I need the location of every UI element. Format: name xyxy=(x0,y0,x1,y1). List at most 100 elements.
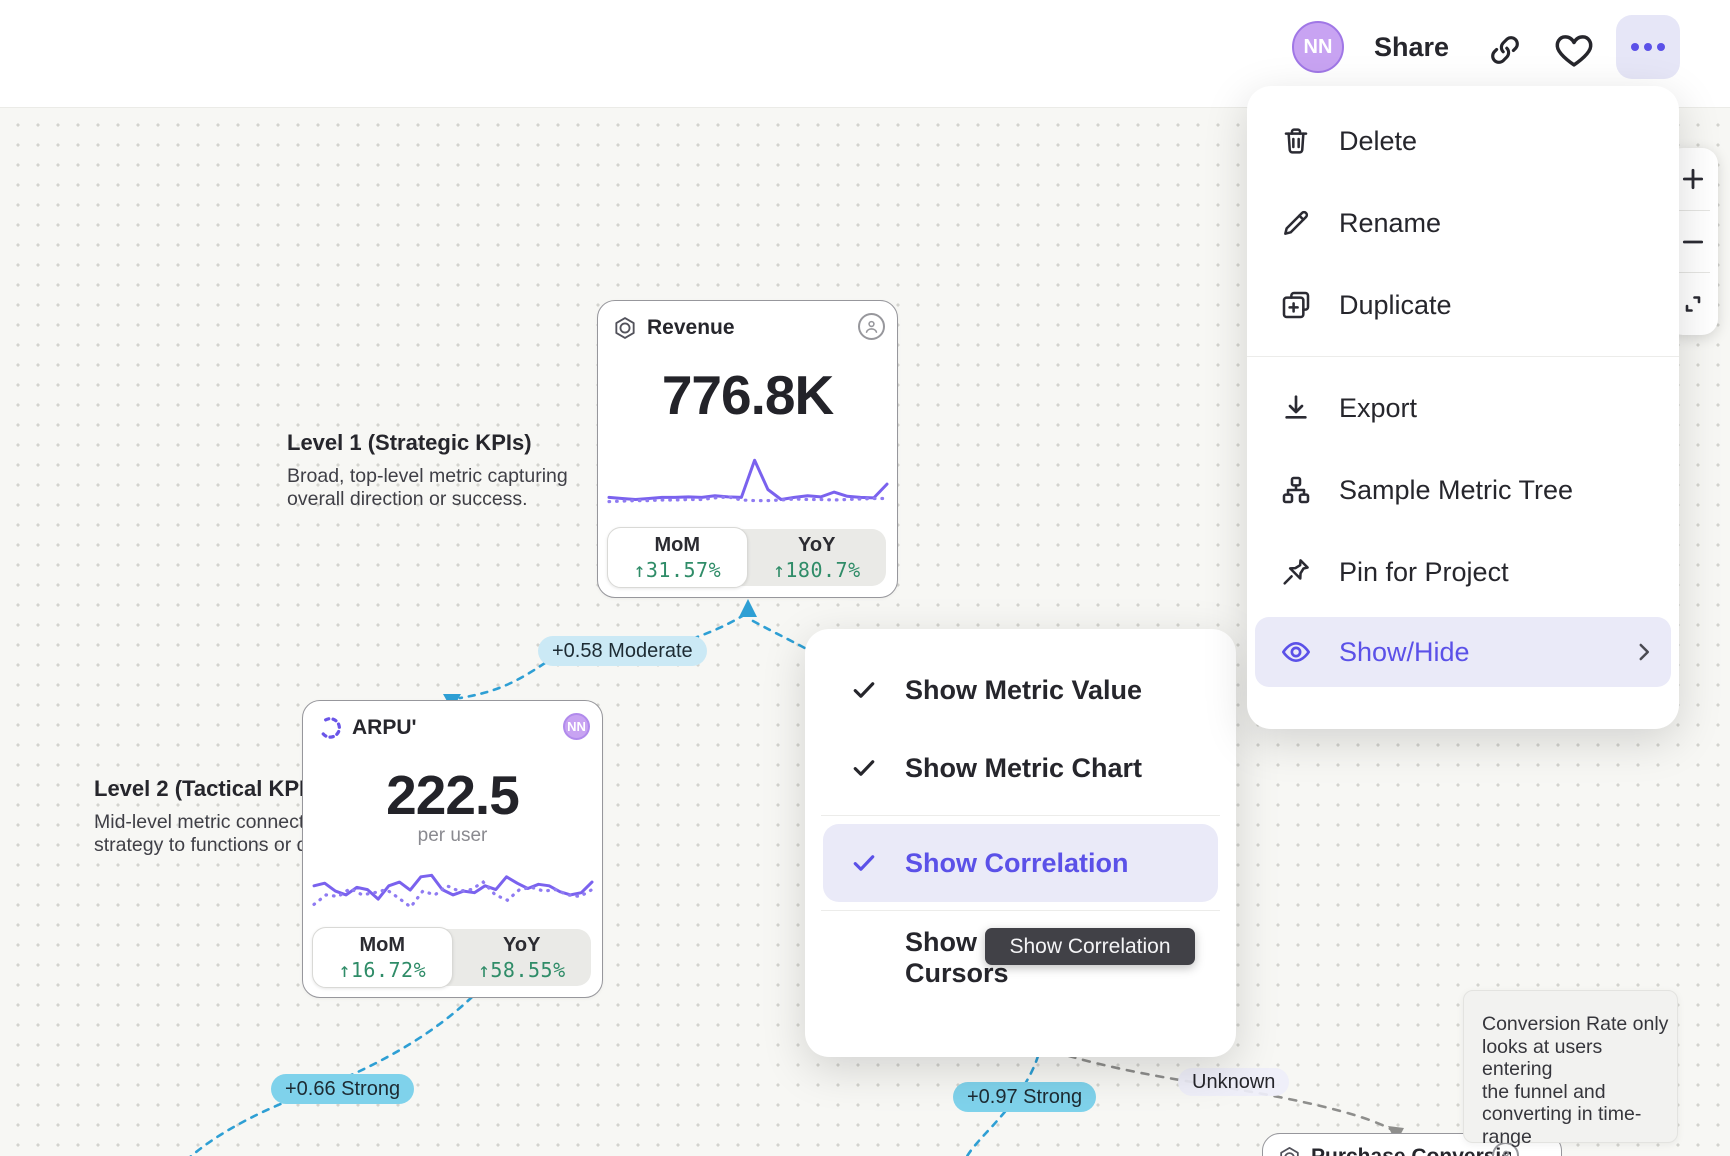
correlation-badge[interactable]: +0.97 Strong xyxy=(953,1082,1097,1112)
level2-line1: Mid-level metric connecting xyxy=(94,811,331,833)
menu-item-delete[interactable]: Delete xyxy=(1255,100,1671,182)
hierarchy-icon xyxy=(1279,473,1313,507)
menu-item-duplicate[interactable]: Duplicate xyxy=(1255,264,1671,346)
yoy-value: ↑180.7% xyxy=(772,557,861,582)
check-icon xyxy=(849,848,879,878)
yoy-tab[interactable]: YoY ↑180.7% xyxy=(748,529,887,586)
card-title: ARPU' xyxy=(352,716,417,739)
note-line: Conversion Rate only xyxy=(1482,1013,1669,1035)
metric-hexagon-icon xyxy=(615,317,635,339)
metric-card-revenue[interactable]: Revenue 776.8K MoM ↑31.57% YoY ↑180.7% xyxy=(597,300,898,598)
mom-value: ↑31.57% xyxy=(633,557,722,582)
menu-item-label: Export xyxy=(1339,392,1418,423)
mom-tab[interactable]: MoM ↑31.57% xyxy=(607,527,748,588)
owner-avatar-icon[interactable] xyxy=(858,313,885,340)
avatar-initials: NN xyxy=(1303,35,1333,58)
card-title: Purchase Conversion R xyxy=(1311,1145,1511,1156)
menu-divider xyxy=(1247,356,1679,357)
menu-item-show-hide[interactable]: Show/Hide xyxy=(1255,617,1671,687)
yoy-label: YoY xyxy=(798,533,836,556)
check-icon xyxy=(849,753,879,783)
menu-item-label: Duplicate xyxy=(1339,289,1452,320)
submenu-item-show-metric-value[interactable]: Show Metric Value xyxy=(823,651,1218,729)
metric-value: 776.8K xyxy=(661,364,834,426)
level1-heading: Level 1 (Strategic KPIs) xyxy=(287,430,532,455)
submenu-item-label: Show Metric Chart xyxy=(905,752,1143,783)
submenu-item-label: Show Metric Value xyxy=(905,674,1143,705)
revenue-sparkline-chart xyxy=(607,458,889,504)
mom-value: ↑16.72% xyxy=(338,957,427,982)
mom-label: MoM xyxy=(359,933,406,956)
fit-corners-icon xyxy=(1685,296,1700,312)
pencil-icon xyxy=(1279,206,1313,240)
menu-item-rename[interactable]: Rename xyxy=(1255,182,1671,264)
submenu-divider xyxy=(821,815,1220,816)
level1-line2: overall direction or success. xyxy=(287,488,528,510)
zoom-out-button[interactable] xyxy=(1667,211,1718,273)
minus-icon xyxy=(1682,240,1703,243)
metric-arc-icon xyxy=(320,717,341,739)
correlation-badge-unknown[interactable]: Unknown xyxy=(1178,1068,1290,1096)
metric-value: 222.5 xyxy=(386,764,520,826)
yoy-value: ↑58.55% xyxy=(477,957,566,982)
metric-unit: per user xyxy=(417,825,488,846)
check-icon xyxy=(849,675,879,705)
user-avatar[interactable]: NN xyxy=(1292,21,1344,73)
menu-item-label: Show/Hide xyxy=(1339,636,1470,667)
favorite-button[interactable] xyxy=(1550,26,1598,74)
yoy-tab[interactable]: YoY ↑58.55% xyxy=(453,929,592,986)
submenu-item-label: Show Correlation xyxy=(905,847,1129,878)
note-line: converting in time-range xyxy=(1482,1103,1642,1148)
trash-icon xyxy=(1279,124,1313,158)
metric-hexagon-icon xyxy=(1280,1146,1299,1156)
menu-item-pin-for-project[interactable]: Pin for Project xyxy=(1255,531,1671,613)
level2-heading: Level 2 (Tactical KPIs xyxy=(94,776,318,801)
link-icon xyxy=(1491,36,1519,64)
correlation-badge[interactable]: +0.58 Moderate xyxy=(538,636,707,666)
mom-label: MoM xyxy=(654,533,701,556)
more-options-menu: Delete Rename Duplicate Expo xyxy=(1247,86,1679,729)
correlation-badge[interactable]: +0.66 Strong xyxy=(271,1074,415,1104)
chevron-right-icon xyxy=(1631,639,1657,665)
menu-item-label: Sample Metric Tree xyxy=(1339,474,1574,505)
zoom-in-button[interactable] xyxy=(1667,148,1718,210)
mom-tab[interactable]: MoM ↑16.72% xyxy=(312,927,453,988)
copy-link-button[interactable] xyxy=(1483,28,1527,72)
arpu-sparkline-chart xyxy=(312,873,594,910)
submenu-item-show-metric-chart[interactable]: Show Metric Chart xyxy=(823,729,1218,807)
card-title: Revenue xyxy=(647,316,735,339)
submenu-divider xyxy=(821,910,1220,911)
submenu-item-show-correlation[interactable]: Show Correlation xyxy=(823,824,1218,902)
level1-line1: Broad, top-level metric capturing xyxy=(287,465,568,487)
pin-icon xyxy=(1279,555,1313,589)
menu-item-export[interactable]: Export xyxy=(1255,367,1671,449)
yoy-label: YoY xyxy=(503,933,541,956)
level2-annotation: Level 2 (Tactical KPIs Mid-level metric … xyxy=(94,776,345,857)
duplicate-icon xyxy=(1279,288,1313,322)
stat-toggle-group: MoM ↑16.72% YoY ↑58.55% xyxy=(312,927,592,988)
level1-annotation: Level 1 (Strategic KPIs) Broad, top-leve… xyxy=(287,430,568,511)
tooltip: Show Correlation xyxy=(985,928,1195,965)
stat-toggle-group: MoM ↑31.57% YoY ↑180.7% xyxy=(607,527,887,588)
level2-line2: strategy to functions or doma xyxy=(94,834,346,856)
menu-item-sample-metric-tree[interactable]: Sample Metric Tree xyxy=(1255,449,1671,531)
menu-item-label: Pin for Project xyxy=(1339,556,1509,587)
canvas-note[interactable]: Conversion Rate only looks at users ente… xyxy=(1463,990,1678,1148)
metric-card-arpu[interactable]: ARPU' NN 222.5 per user MoM ↑16.72% YoY … xyxy=(302,700,603,998)
collaborator-avatar[interactable]: NN xyxy=(563,713,590,740)
show-hide-submenu: Show Metric Value Show Metric Chart Show… xyxy=(805,629,1236,1057)
note-line: the funnel and xyxy=(1482,1080,1606,1103)
share-button[interactable]: Share xyxy=(1374,32,1450,62)
menu-item-label: Delete xyxy=(1339,125,1418,156)
ellipsis-icon xyxy=(1631,43,1639,51)
fit-view-button[interactable] xyxy=(1667,273,1718,335)
heart-icon xyxy=(1555,35,1593,67)
plus-icon xyxy=(1682,168,1703,189)
eye-icon xyxy=(1279,635,1313,669)
note-line: looks at users entering xyxy=(1482,1035,1603,1081)
more-options-button[interactable] xyxy=(1616,15,1680,79)
download-icon xyxy=(1279,391,1313,425)
collaborator-initials: NN xyxy=(567,719,586,734)
menu-item-label: Rename xyxy=(1339,207,1442,238)
